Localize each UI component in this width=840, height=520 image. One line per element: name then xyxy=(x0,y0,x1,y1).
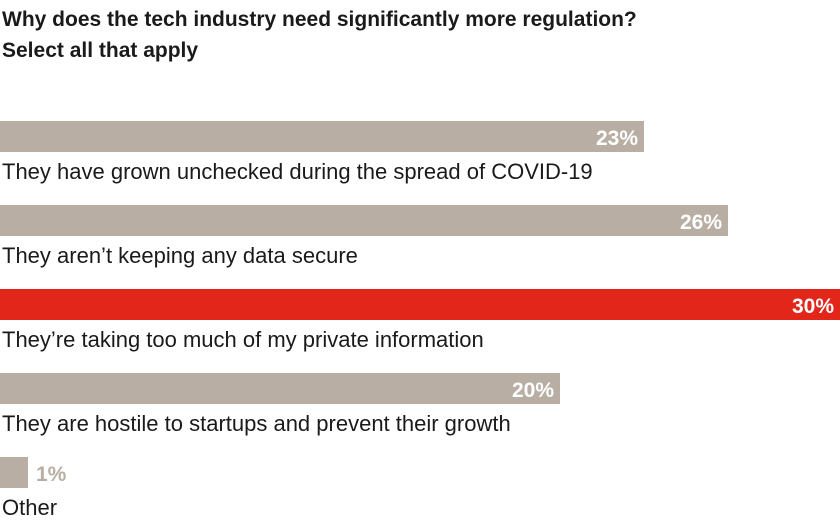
bar-1 xyxy=(0,121,644,152)
category-label-1: They have grown unchecked during the spr… xyxy=(2,159,593,184)
bar-2 xyxy=(0,205,728,236)
category-label-3: They’re taking too much of my private in… xyxy=(2,327,484,352)
category-label-4: They are hostile to startups and prevent… xyxy=(2,411,511,436)
value-label-5: 1% xyxy=(36,463,67,486)
category-label-2: They aren’t keeping any data secure xyxy=(2,243,358,268)
chart-title: Why does the tech industry need signific… xyxy=(2,8,637,31)
bar-4 xyxy=(0,373,560,404)
chart-subtitle: Select all that apply xyxy=(2,39,199,62)
bar-3 xyxy=(0,289,840,320)
chart-title-block: Why does the tech industry need signific… xyxy=(2,4,637,66)
value-label-3: 30% xyxy=(792,295,834,318)
category-label-5: Other xyxy=(2,495,57,520)
value-label-2: 26% xyxy=(680,211,722,234)
bar-5 xyxy=(0,457,28,488)
value-label-1: 23% xyxy=(596,127,638,150)
value-label-4: 20% xyxy=(512,379,554,402)
